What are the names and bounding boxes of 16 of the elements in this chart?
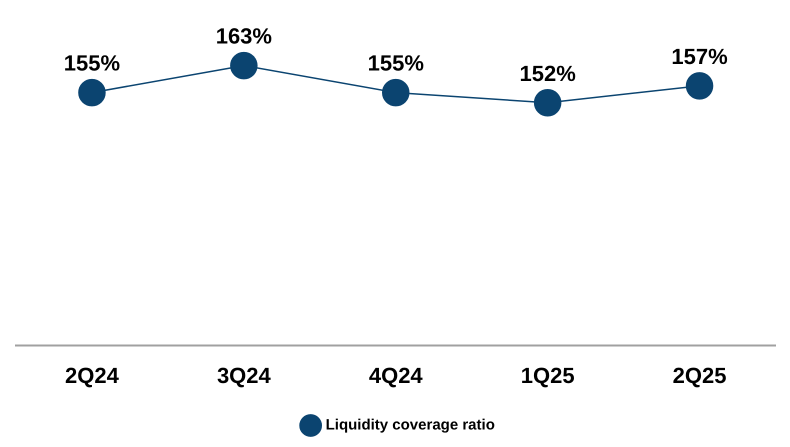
x-tick-label: 2Q24 (65, 362, 120, 388)
point (534, 88, 562, 116)
data-label: 157% (671, 44, 728, 69)
data-label: 163% (216, 24, 272, 49)
x-tick-label: 4Q24 (368, 362, 424, 388)
point (230, 52, 258, 80)
point (686, 72, 714, 100)
data-label: 155% (368, 50, 424, 76)
x-tick-label: 2Q25 (672, 362, 726, 388)
data-label: 155% (64, 50, 120, 76)
x-tick-label: 1Q25 (520, 362, 575, 388)
x-tick-label: 3Q24 (216, 362, 272, 388)
point (78, 78, 106, 106)
data-label: 152% (520, 60, 576, 86)
legend-label: Liquidity coverage ratio (326, 416, 495, 434)
point (382, 78, 410, 106)
